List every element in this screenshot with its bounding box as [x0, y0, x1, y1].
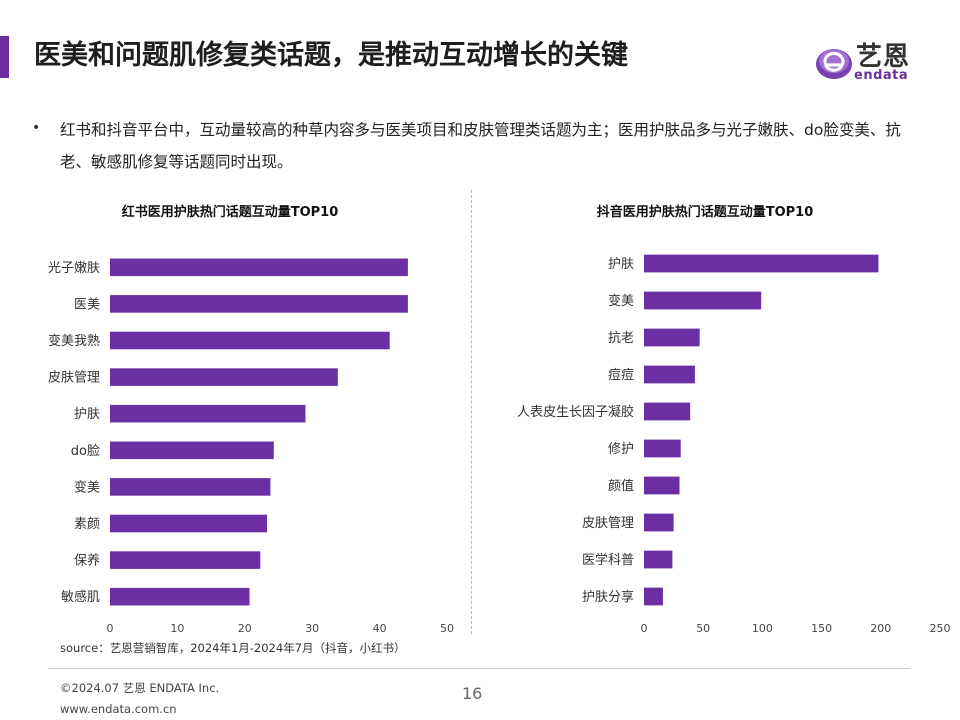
xiaohongshu-x-tick-label: 40 [373, 622, 387, 635]
douyin-x-tick-label: 250 [930, 622, 951, 635]
douyin-bar [644, 513, 674, 532]
page-title: 医美和问题肌修复类话题，是推动互动增长的关键 [34, 40, 628, 71]
douyin-chart-title: 抖音医用护肤热门话题互动量TOP10 [596, 205, 814, 220]
douyin-x-tick-label: 50 [696, 622, 710, 635]
douyin-bar [644, 550, 673, 569]
endata-logo-mark-icon [816, 49, 852, 79]
xiaohongshu-category-label: 医美 [74, 297, 100, 312]
douyin-bar [644, 365, 695, 384]
xiaohongshu-category-label: 保养 [74, 553, 100, 569]
xiaohongshu-category-label: 敏感肌 [61, 589, 100, 605]
xiaohongshu-category-label: 变美我熟 [48, 333, 100, 349]
endata-logo: 艺恩 endata [812, 38, 928, 86]
logo-subtext: endata [854, 68, 909, 83]
douyin-bar [644, 328, 700, 347]
xiaohongshu-category-label: 变美 [74, 479, 100, 495]
douyin-bar [644, 254, 879, 273]
douyin-category-label: 护肤分享 [582, 589, 634, 605]
copyright-text: ©2024.07 艺恩 ENDATA Inc. [60, 681, 220, 695]
xiaohongshu-bar [110, 441, 274, 460]
chart-divider [471, 190, 472, 634]
website-text: www.endata.com.cn [60, 702, 177, 716]
summary-text: 红书和抖音平台中，互动量较高的种草内容多与医美项目和皮肤管理类话题为主；医用护肤… [60, 121, 901, 171]
xiaohongshu-bar [110, 404, 306, 423]
bullet-marker: • [32, 120, 41, 136]
douyin-category-label: 皮肤管理 [582, 516, 634, 531]
douyin-category-label: 变美 [608, 293, 634, 309]
douyin-bar [644, 402, 691, 421]
xiaohongshu-bar [110, 368, 338, 386]
xiaohongshu-bar [110, 478, 271, 496]
xiaohongshu-bar [110, 295, 408, 313]
page-number: 16 [462, 684, 483, 703]
douyin-category-label: 颜值 [608, 478, 634, 494]
xiaohongshu-category-label: 光子嫩肤 [48, 261, 100, 276]
douyin-x-tick-label: 0 [641, 622, 648, 635]
title-accent-bar [0, 36, 9, 78]
douyin-category-label: 修护 [608, 442, 634, 457]
xiaohongshu-bar [110, 331, 390, 350]
douyin-bar [644, 291, 762, 310]
xiaohongshu-category-label: 皮肤管理 [48, 371, 100, 386]
douyin-category-label: 痘痘 [608, 368, 634, 383]
xiaohongshu-bar [110, 587, 250, 606]
xiaohongshu-bar [110, 551, 261, 569]
douyin-category-label: 人表皮生长因子凝胶 [517, 404, 634, 420]
douyin-bar [644, 587, 663, 606]
xiaohongshu-x-tick-label: 20 [238, 622, 252, 635]
xiaohongshu-x-tick-label: 30 [305, 622, 319, 635]
douyin-category-label: 抗老 [608, 331, 634, 346]
xiaohongshu-category-label: 护肤 [74, 407, 100, 422]
douyin-x-tick-label: 150 [811, 622, 832, 635]
xiaohongshu-bar [110, 258, 408, 277]
footer-divider [48, 668, 910, 669]
xiaohongshu-category-label: 素颜 [74, 516, 100, 532]
xiaohongshu-bar [110, 514, 268, 533]
xiaohongshu-x-tick-label: 0 [107, 622, 114, 635]
douyin-category-label: 医学科普 [582, 552, 634, 568]
douyin-x-tick-label: 200 [870, 622, 891, 635]
douyin-bar [644, 439, 681, 458]
douyin-category-label: 护肤 [608, 257, 634, 272]
xiaohongshu-x-tick-label: 10 [170, 622, 184, 635]
source-note: source：艺恩营销智库，2024年1月-2024年7月（抖音，小红书） [60, 641, 406, 655]
douyin-bar [644, 476, 680, 495]
xiaohongshu-x-tick-label: 50 [440, 622, 454, 635]
douyin-x-tick-label: 100 [752, 622, 773, 635]
logo-brand-text: 艺恩 [856, 42, 911, 72]
xiaohongshu-category-label: do脸 [71, 444, 100, 459]
xiaohongshu-chart-title: 红书医用护肤热门话题互动量TOP10 [121, 205, 339, 220]
